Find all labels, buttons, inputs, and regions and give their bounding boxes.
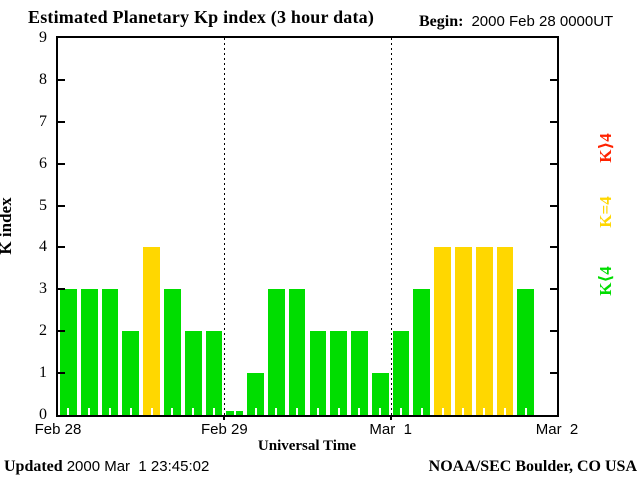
day-boundary-tick <box>390 415 392 420</box>
kp-bar <box>413 289 431 415</box>
y-axis-tick <box>550 162 557 165</box>
y-tick-label: 5 <box>39 196 47 214</box>
kp-bar <box>267 289 285 415</box>
y-axis-tick <box>58 78 65 81</box>
kp-bar <box>330 331 348 415</box>
y-axis-tick <box>58 372 65 375</box>
kp-bar <box>101 289 119 415</box>
day-boundary-dotted-line <box>224 38 225 415</box>
y-axis-tick <box>550 78 557 81</box>
x-tick-label: Mar 2 <box>535 421 579 438</box>
begin-value: 2000 Feb 28 0000UT <box>471 13 614 30</box>
hour-tick-notch <box>296 408 299 415</box>
kp-bar <box>247 373 264 415</box>
x-tick-label: Mar 1 <box>369 421 412 438</box>
hour-tick-notch <box>212 408 215 415</box>
y-tick-label: 7 <box>39 112 47 130</box>
hour-tick-notch <box>441 408 444 415</box>
kp-bar <box>184 331 202 415</box>
hour-tick-notch <box>316 408 319 415</box>
legend-label: K=4 <box>596 196 615 228</box>
y-axis-tick <box>58 162 65 165</box>
kp-bar <box>496 247 514 415</box>
hour-tick-notch <box>150 408 153 415</box>
credit-text: NOAA/SEC Boulder, CO USA <box>428 458 637 475</box>
chart-title: Estimated Planetary Kp index (3 hour dat… <box>28 7 375 27</box>
y-axis-tick <box>58 204 65 207</box>
kp-bar <box>288 289 306 415</box>
kp-bar <box>163 289 181 415</box>
hour-tick-notch <box>275 408 278 415</box>
y-tick-label: 1 <box>39 364 47 382</box>
y-axis-tick <box>58 246 65 249</box>
updated-label: Updated <box>4 458 63 475</box>
y-axis-tick <box>550 330 557 333</box>
y-tick-label: 0 <box>39 406 47 423</box>
kp-bar <box>60 289 77 415</box>
y-axis-tick <box>58 120 65 123</box>
y-axis-tick <box>550 372 557 375</box>
kp-bar <box>434 247 452 415</box>
legend-label: K⟨4 <box>596 266 615 296</box>
y-tick-label: 3 <box>39 280 47 298</box>
day-boundary-dotted-line <box>391 38 392 415</box>
hour-tick-notch <box>420 408 423 415</box>
y-axis-tick <box>550 120 557 123</box>
hour-tick-notch <box>483 408 486 415</box>
y-tick-label: 4 <box>39 238 47 256</box>
x-axis-title: Universal Time <box>257 438 357 454</box>
hour-tick-notch <box>67 408 70 415</box>
hour-tick-notch <box>88 408 91 415</box>
hour-tick-notch <box>192 408 195 415</box>
hour-tick-notch <box>524 408 527 415</box>
y-tick-label: 9 <box>39 29 47 46</box>
hour-tick-notch <box>233 408 236 415</box>
hour-tick-notch <box>504 408 507 415</box>
hour-tick-notch <box>462 408 465 415</box>
kp-bar <box>475 247 493 415</box>
kp-bar <box>122 331 140 415</box>
updated-timestamp: Updated 2000 Mar 1 23:45:02 <box>4 458 209 476</box>
y-tick-label: 2 <box>39 322 47 340</box>
hour-tick-notch <box>337 408 340 415</box>
begin-time: Begin: 2000 Feb 28 0000UT <box>419 13 613 31</box>
y-axis-tick <box>58 288 65 291</box>
kp-bar <box>455 247 472 415</box>
kp-bar <box>371 373 389 415</box>
kp-bar <box>392 331 410 415</box>
kp-bar <box>517 289 535 415</box>
kp-bar <box>143 247 160 415</box>
begin-label: Begin: <box>419 13 464 30</box>
updated-value: 2000 Mar 1 23:45:02 <box>66 458 210 475</box>
plot-area <box>58 38 557 415</box>
y-axis-tick <box>58 330 65 333</box>
kp-bar <box>309 331 327 415</box>
y-axis-tick <box>550 204 557 207</box>
x-tick-label: Feb 29 <box>200 421 248 438</box>
hour-tick-notch <box>129 408 132 415</box>
hour-tick-notch <box>254 408 257 415</box>
y-axis-tick <box>550 246 557 249</box>
legend-label: K⟩4 <box>596 133 615 163</box>
kp-bar <box>80 289 98 415</box>
y-tick-label: 6 <box>39 154 47 172</box>
kp-bar <box>351 331 368 415</box>
hour-tick-notch <box>108 408 111 415</box>
hour-tick-notch <box>171 408 174 415</box>
hour-tick-notch <box>358 408 361 415</box>
y-tick-label: 8 <box>39 70 47 88</box>
plot-frame <box>56 36 559 417</box>
x-tick-label: Feb 28 <box>34 421 82 438</box>
day-boundary-tick <box>223 415 225 420</box>
kp-bar <box>205 331 223 415</box>
hour-tick-notch <box>400 408 403 415</box>
hour-tick-notch <box>379 408 382 415</box>
y-axis-tick <box>550 288 557 291</box>
